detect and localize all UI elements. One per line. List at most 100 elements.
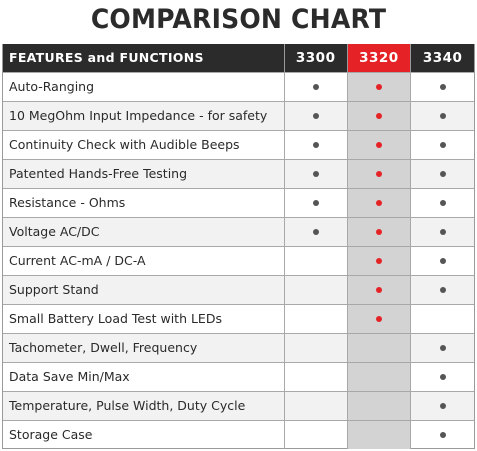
table-body: Auto-Ranging 10 MegOhm Input Impedance - … (3, 72, 475, 449)
model-cell-3340 (411, 392, 475, 420)
model-cell-3320 (347, 363, 412, 391)
model-cell-3300 (285, 247, 348, 275)
model-cell-3300 (284, 102, 348, 130)
feature-label: Continuity Check with Audible Beeps (3, 131, 285, 159)
feature-included-dot-icon (439, 287, 446, 293)
feature-included-dot-icon (312, 142, 319, 148)
model-cell-3340 (411, 189, 474, 217)
model-cell-3320 (347, 305, 412, 333)
feature-included-dot-icon (439, 345, 446, 351)
model-cell-3340 (411, 247, 474, 275)
page-title: COMPARISON CHART (90, 4, 387, 35)
feature-label: Voltage AC/DC (3, 218, 285, 246)
feature-label: Support Stand (3, 276, 285, 304)
feature-included-dot-icon (375, 229, 382, 235)
feature-included-dot-icon (439, 374, 446, 380)
feature-included-dot-icon (439, 403, 446, 409)
model-cell-3300 (285, 363, 348, 391)
table-row: Patented Hands-Free Testing (3, 159, 475, 188)
table-row: Current AC-mA / DC-A (3, 246, 474, 275)
model-cell-3300 (285, 421, 348, 449)
table-row: Temperature, Pulse Width, Duty Cycle (3, 391, 475, 420)
model-cell-3300 (285, 131, 348, 159)
model-cell-3340 (411, 160, 475, 188)
model-cell-3320 (347, 392, 412, 420)
feature-included-dot-icon (375, 316, 382, 322)
model-cell-3340 (411, 334, 475, 362)
feature-included-dot-icon (375, 84, 382, 90)
table-row: Data Save Min/Max (3, 362, 474, 391)
model-cell-3300 (285, 189, 348, 217)
feature-included-dot-icon (375, 200, 382, 206)
table-row: 10 MegOhm Input Impedance - for safety (3, 101, 475, 130)
model-header-3340: 3340 (422, 50, 463, 66)
feature-label: Tachometer, Dwell, Frequency (3, 334, 285, 362)
table-row: Support Stand (3, 275, 475, 304)
model-header-3300: 3300 (285, 44, 348, 72)
model-cell-3300 (285, 73, 348, 101)
feature-label: Data Save Min/Max (3, 363, 285, 391)
feature-included-dot-icon (312, 200, 319, 206)
model-cell-3320 (347, 218, 412, 246)
model-cell-3300 (284, 218, 348, 246)
model-cell-3320 (347, 102, 412, 130)
model-cell-3320 (347, 334, 412, 362)
model-cell-3320 (347, 421, 412, 449)
model-cell-3320 (347, 276, 412, 304)
feature-label: Small Battery Load Test with LEDs (3, 305, 285, 333)
model-cell-3320 (347, 189, 412, 217)
model-header-3320: 3320 (347, 44, 412, 72)
feature-included-dot-icon (312, 171, 319, 177)
model-cell-3320 (347, 247, 412, 275)
feature-label: Resistance - Ohms (3, 189, 285, 217)
table-header: FEATURES and FUNCTIONS 3300 3320 3340 (3, 44, 474, 72)
feature-label: Storage Case (3, 421, 285, 449)
feature-included-dot-icon (312, 113, 319, 119)
table-row: Storage Case (3, 420, 474, 449)
feature-label: Patented Hands-Free Testing (3, 160, 285, 188)
model-cell-3340 (411, 102, 475, 130)
table-row: Continuity Check with Audible Beeps (3, 130, 474, 159)
model-cell-3340 (411, 276, 475, 304)
feature-included-dot-icon (439, 142, 446, 148)
feature-included-dot-icon (375, 258, 382, 264)
table-row: Resistance - Ohms (3, 188, 474, 217)
feature-label: Temperature, Pulse Width, Duty Cycle (3, 392, 285, 420)
model-cell-3320 (347, 160, 412, 188)
feature-included-dot-icon (312, 229, 319, 235)
feature-included-dot-icon (439, 171, 446, 177)
model-cell-3300 (284, 276, 348, 304)
model-cell-3340 (411, 363, 474, 391)
feature-included-dot-icon (312, 84, 319, 90)
feature-included-dot-icon (375, 113, 382, 119)
model-cell-3320 (347, 131, 412, 159)
model-cell-3300 (285, 305, 348, 333)
model-cell-3300 (284, 160, 348, 188)
features-header: FEATURES and FUNCTIONS (3, 44, 285, 72)
table-row: Auto-Ranging (3, 72, 474, 101)
model-cell-3340 (411, 305, 474, 333)
feature-included-dot-icon (439, 200, 446, 206)
table-row: Small Battery Load Test with LEDs (3, 304, 474, 333)
feature-included-dot-icon (375, 287, 382, 293)
feature-included-dot-icon (439, 258, 446, 264)
feature-included-dot-icon (439, 229, 446, 235)
model-cell-3340 (411, 73, 474, 101)
feature-included-dot-icon (439, 432, 446, 438)
feature-included-dot-icon (375, 171, 382, 177)
model-cell-3300 (284, 392, 348, 420)
model-cell-3340 (411, 131, 474, 159)
model-cell-3300 (284, 334, 348, 362)
feature-label: Current AC-mA / DC-A (3, 247, 285, 275)
comparison-table: FEATURES and FUNCTIONS 3300 3320 3340 Au… (2, 44, 475, 449)
feature-included-dot-icon (439, 84, 446, 90)
feature-included-dot-icon (375, 142, 382, 148)
table-row: Tachometer, Dwell, Frequency (3, 333, 475, 362)
model-cell-3340 (411, 421, 474, 449)
feature-label: Auto-Ranging (3, 73, 285, 101)
model-cell-3320 (347, 73, 412, 101)
feature-included-dot-icon (439, 113, 446, 119)
feature-label: 10 MegOhm Input Impedance - for safety (3, 102, 285, 130)
table-row: Voltage AC/DC (3, 217, 475, 246)
model-cell-3340 (411, 218, 475, 246)
